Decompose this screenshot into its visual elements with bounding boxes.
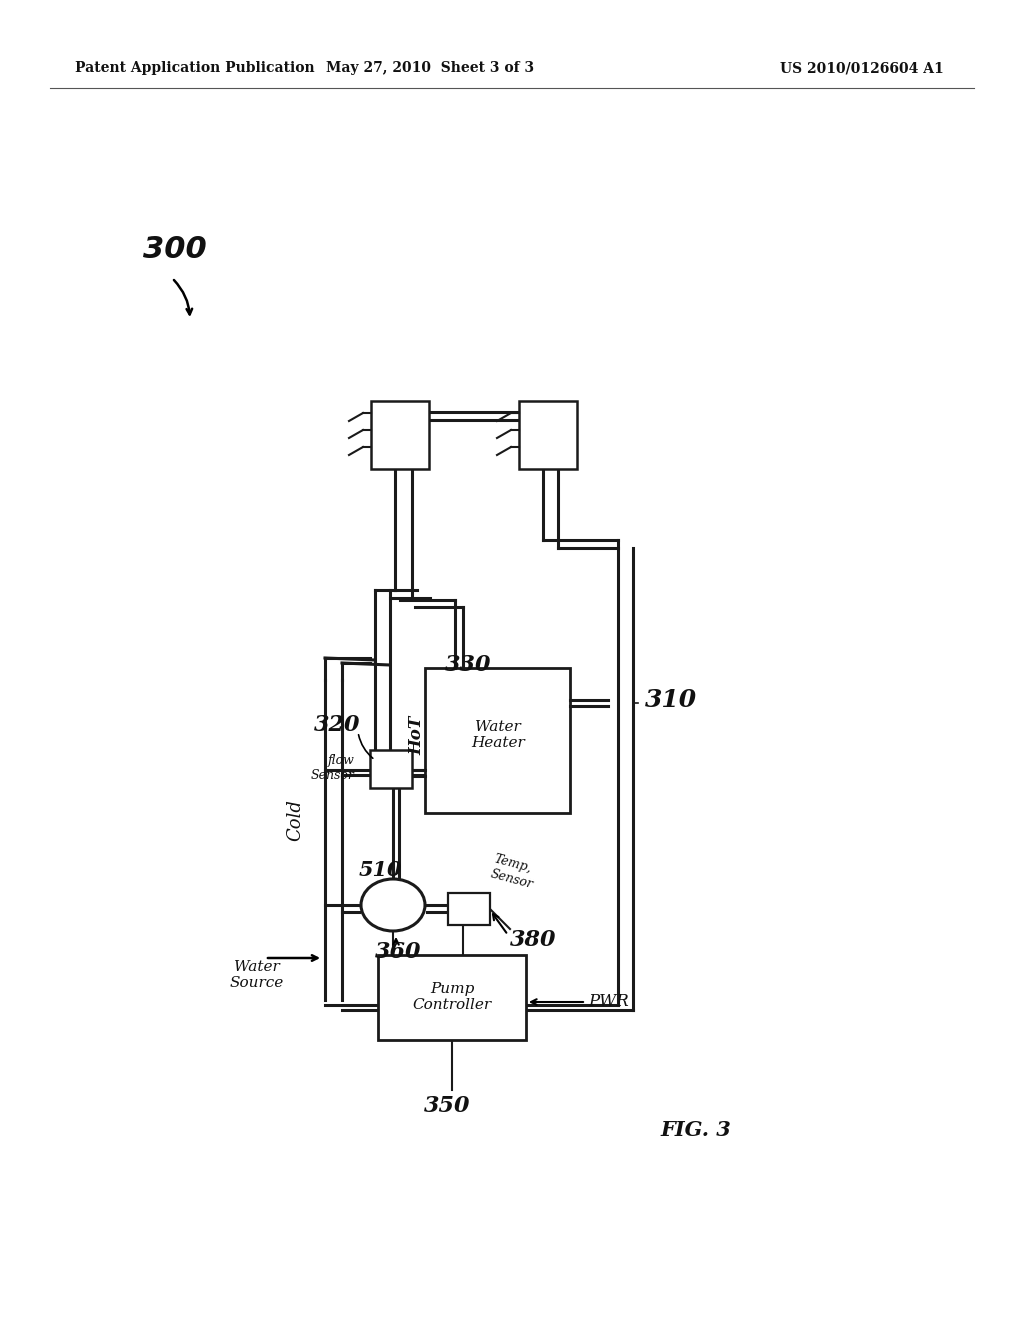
Text: May 27, 2010  Sheet 3 of 3: May 27, 2010 Sheet 3 of 3 [326, 61, 535, 75]
Text: 310: 310 [645, 688, 697, 711]
Text: 360: 360 [375, 941, 422, 964]
Text: Patent Application Publication: Patent Application Publication [75, 61, 314, 75]
Bar [370, 750, 412, 788]
Text: US 2010/0126604 A1: US 2010/0126604 A1 [780, 61, 944, 75]
Text: Water
Heater: Water Heater [471, 719, 525, 750]
Bar [371, 401, 429, 469]
Text: Water
Source: Water Source [229, 960, 284, 990]
Text: FIG. 3: FIG. 3 [660, 1119, 731, 1140]
Text: Pump
Controller: Pump Controller [413, 982, 492, 1012]
Text: PWR: PWR [588, 994, 629, 1011]
Bar [519, 401, 577, 469]
Text: 350: 350 [424, 1096, 470, 1117]
Bar [378, 954, 526, 1040]
Text: Cold: Cold [286, 799, 304, 841]
Text: HoT: HoT [408, 715, 425, 755]
Text: flow
Sensor: flow Sensor [311, 754, 355, 781]
Bar [449, 894, 490, 925]
Text: Temp,
Sensor: Temp, Sensor [489, 853, 539, 891]
Ellipse shape [361, 879, 425, 931]
Text: Pump: Pump [373, 898, 413, 912]
Bar [425, 668, 570, 813]
Text: 330: 330 [445, 653, 492, 676]
Text: 300: 300 [143, 235, 207, 264]
Text: 320: 320 [313, 714, 360, 737]
Text: 380: 380 [510, 929, 556, 950]
Text: 510: 510 [358, 861, 401, 880]
